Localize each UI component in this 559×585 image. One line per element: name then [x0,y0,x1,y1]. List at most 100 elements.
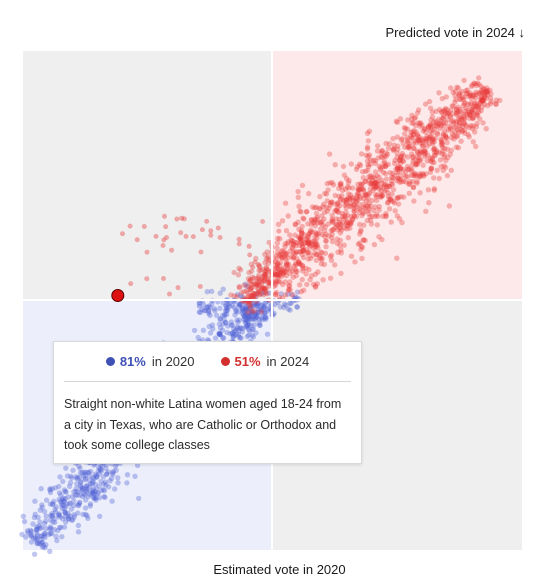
dem-point [285,306,291,312]
rep-point [410,178,416,185]
rep-point [334,240,340,246]
rep-point [128,281,134,287]
rep-point [415,158,421,164]
rep-point [300,268,306,274]
rep-point [283,228,290,234]
dem-point [217,316,223,322]
rep-point [379,148,385,154]
rep-point [414,154,420,160]
rep-point [348,213,354,220]
dem-point [281,301,288,307]
rep-point [248,268,255,274]
dem-point [254,291,261,297]
dem-point [64,473,71,479]
dem-point [245,326,252,332]
rep-point [447,151,453,157]
rep-point [476,81,482,88]
rep-point [312,250,318,256]
dem-point [47,501,54,507]
dem-point [52,509,59,515]
rep-point [409,151,415,157]
rep-point [351,208,358,214]
rep-point [274,250,281,256]
rep-point [359,185,365,192]
rep-point [459,129,465,135]
rep-point [283,269,289,275]
rep-point [374,173,380,179]
rep-point [416,155,422,161]
dem-point [220,312,226,319]
dem-point [25,530,31,536]
dem-point [206,323,212,330]
dem-point [251,322,258,328]
rep-point [262,273,268,279]
rep-point [467,90,473,97]
rep-point [390,170,396,177]
rep-point [339,187,346,194]
dem-point [38,533,44,539]
dem-point [243,312,249,318]
rep-point [311,238,318,244]
rep-point [274,260,281,266]
rep-point [303,209,310,215]
rep-point [307,255,314,262]
rep-point [472,103,478,109]
dem-point [92,481,98,487]
rep-point [305,238,311,244]
dem-point [220,335,226,341]
rep-point [344,184,351,190]
rep-point [367,157,374,163]
rep-point [405,139,411,145]
rep-point [413,173,419,179]
rep-point [354,191,361,197]
rep-point [282,256,288,262]
dem-point [219,327,226,333]
rep-point [279,255,285,261]
rep-point [298,229,305,236]
rep-point [422,148,428,154]
rep-point [384,151,391,157]
dem-point [67,500,73,506]
rep-point [246,302,252,309]
rep-point [339,193,345,199]
rep-point [424,133,430,140]
rep-point [357,231,363,237]
rep-point [453,97,459,103]
rep-point [330,227,336,233]
rep-point [257,291,263,297]
dem-point [89,490,95,497]
rep-point [275,274,281,280]
rep-point [264,291,270,297]
rep-point [363,198,370,204]
dem-point [56,525,63,531]
rep-point [365,162,371,168]
rep-point [466,115,473,121]
dem-point [57,514,63,520]
rep-point [262,271,268,277]
rep-point [476,75,482,81]
rep-point [373,179,379,185]
dem-point [21,518,28,525]
dem-point [42,534,48,541]
rep-point [322,250,329,256]
rep-point [344,212,351,219]
rep-point [376,207,382,213]
rep-point [480,98,487,104]
stat-2024-label: in 2024 [266,354,310,369]
rep-point [375,143,381,149]
rep-point [259,279,266,285]
rep-point [261,277,267,284]
dem-point [254,309,261,316]
rep-point [286,261,292,268]
dem-point [83,488,90,495]
dem-point [50,519,56,525]
rep-point [323,231,329,237]
dem-point [239,329,246,335]
rep-point [464,123,470,129]
rep-point [416,151,423,157]
dem-point [47,524,54,530]
dem-point [222,311,228,318]
rep-point [351,202,358,208]
rep-point [285,266,291,272]
dem-point [216,321,223,327]
